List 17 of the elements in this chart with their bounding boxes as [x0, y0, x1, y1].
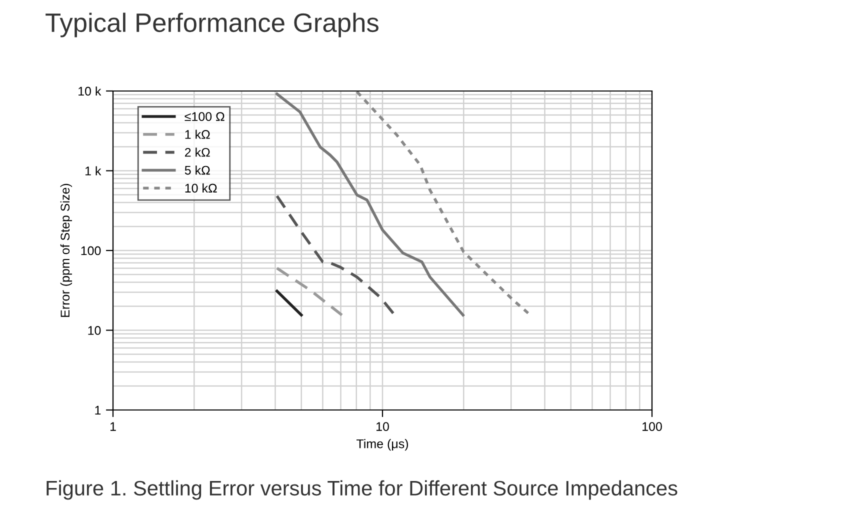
- legend-label: 2 kΩ: [184, 148, 210, 157]
- x-tick-label: 100: [642, 422, 662, 431]
- y-tick-label: 1: [95, 406, 101, 415]
- y-axis-title: Error (ppm of Step Size): [60, 184, 72, 317]
- legend-label: 5 kΩ: [184, 166, 210, 175]
- y-tick-label: 1 k: [85, 166, 102, 176]
- y-tick-label: 10: [88, 326, 101, 335]
- legend-label: 10 kΩ: [185, 183, 217, 193]
- x-tick-label: 10: [376, 422, 389, 431]
- x-tick-label: 1: [110, 422, 116, 431]
- x-axis-title: Time (μs): [356, 439, 408, 451]
- legend-label: ≤100 Ω: [184, 112, 224, 121]
- y-tick-label: 100: [81, 246, 101, 256]
- y-tick-label: 10 k: [78, 86, 102, 96]
- legend-label: 1 kΩ: [185, 130, 210, 139]
- chart-title: Typical Performance Graphs: [46, 12, 378, 38]
- caption: Figure 1. Settling Error versus Time for Different Source Impedances: [46, 480, 678, 500]
